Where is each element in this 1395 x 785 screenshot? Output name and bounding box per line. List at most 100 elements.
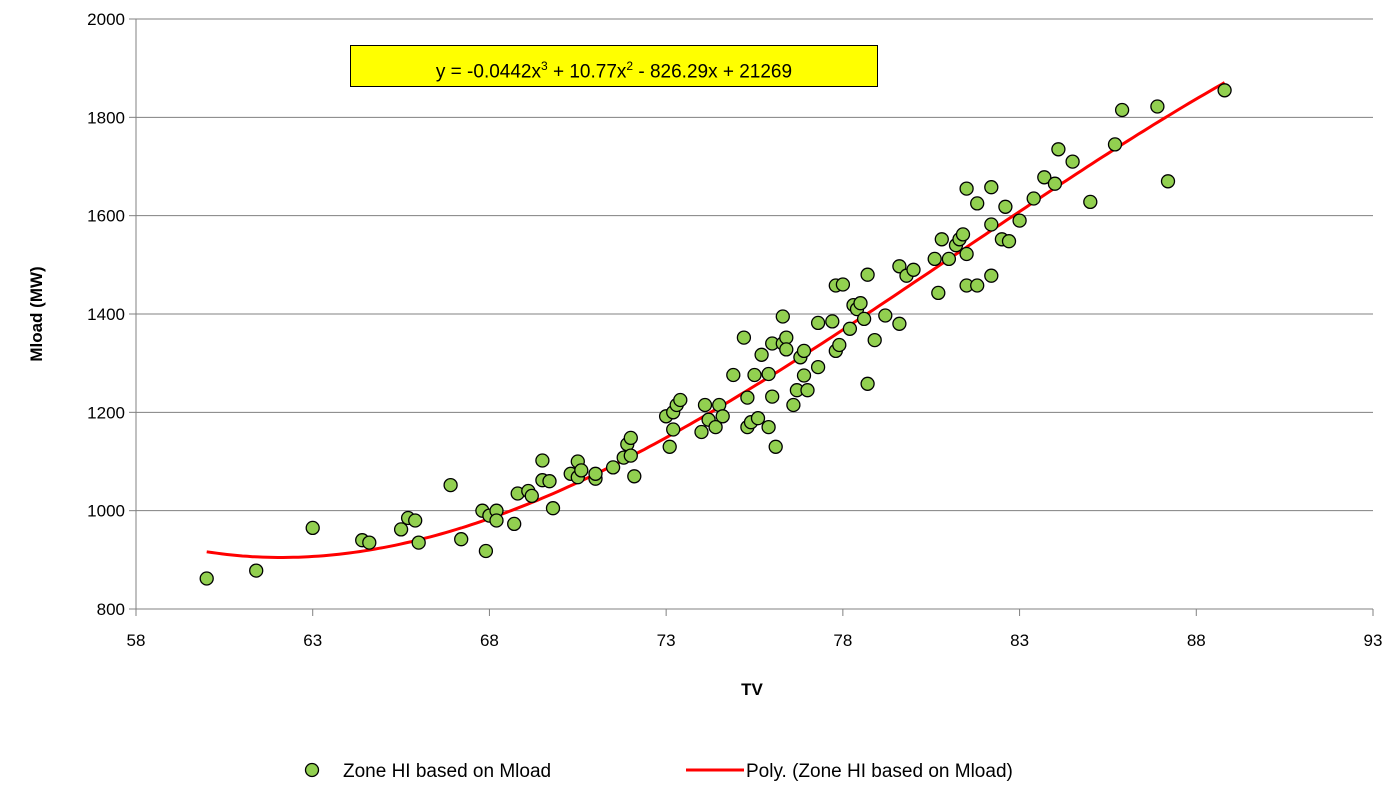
data-point	[860, 267, 875, 282]
data-point	[998, 199, 1013, 214]
data-point	[393, 522, 409, 537]
data-point	[853, 296, 868, 311]
data-point	[867, 332, 882, 348]
data-point	[545, 501, 561, 516]
data-point	[984, 268, 999, 283]
data-point	[454, 532, 469, 547]
data-point	[443, 477, 458, 493]
data-point	[1026, 191, 1041, 206]
y-tick-label: 1200	[87, 403, 125, 422]
data-point	[478, 543, 494, 559]
equation-middle: + 10.77x	[547, 61, 627, 83]
data-point	[1037, 170, 1052, 185]
data-point	[697, 397, 713, 413]
data-point	[588, 466, 603, 481]
data-point	[796, 368, 812, 383]
y-tick-label: 1000	[87, 502, 125, 521]
legend-marker-scatter	[304, 762, 320, 778]
data-point	[906, 262, 921, 277]
data-point	[842, 321, 858, 336]
data-point	[786, 397, 801, 413]
y-tick-label: 1600	[87, 207, 125, 226]
data-point	[761, 366, 776, 382]
data-point	[1150, 99, 1165, 114]
data-point	[750, 411, 766, 426]
data-point	[662, 439, 677, 454]
data-point	[984, 217, 999, 232]
data-point	[800, 383, 815, 398]
y-tick-labels: 800 1000 1200 1400 1600 1800 2000	[87, 10, 125, 619]
x-tick-label: 68	[480, 631, 499, 650]
trendline	[206, 81, 1226, 559]
data-point	[535, 453, 550, 468]
data-point	[1083, 194, 1098, 210]
data-point	[715, 409, 730, 424]
x-tick-label: 58	[127, 631, 146, 650]
trendline-group	[206, 81, 1226, 559]
data-point	[489, 513, 504, 528]
data-point	[542, 474, 557, 489]
data-point	[765, 389, 780, 404]
x-tick-label: 73	[657, 631, 676, 650]
data-point	[305, 520, 320, 536]
equation-exponent-3: 3	[541, 59, 548, 73]
legend: Zone HI based on Mload Poly. (Zone HI ba…	[304, 761, 1013, 782]
y-axis-title: Mload (MW)	[27, 266, 46, 361]
data-point	[1012, 213, 1027, 228]
data-point	[761, 419, 776, 435]
data-point	[627, 469, 642, 484]
data-point	[1047, 176, 1063, 191]
x-tick-label: 63	[303, 631, 322, 650]
data-point	[1065, 154, 1080, 169]
data-point	[1001, 234, 1017, 249]
data-point	[1114, 102, 1130, 118]
data-point	[623, 430, 638, 446]
data-point	[796, 343, 812, 359]
data-point	[892, 259, 907, 274]
data-point	[708, 419, 723, 435]
equation-prefix: y = -0.0442x	[435, 61, 541, 83]
data-point	[779, 342, 794, 357]
legend-label-scatter: Zone HI based on Mload	[343, 761, 551, 782]
data-point	[408, 513, 423, 528]
equation-exponent-2: 2	[626, 59, 634, 73]
y-tick-label: 2000	[87, 10, 125, 29]
data-point	[810, 315, 826, 331]
data-point	[524, 488, 539, 504]
x-tick-label: 93	[1364, 631, 1383, 650]
x-tick-labels: 58 63 68 73 78 83 88 93	[127, 631, 1383, 650]
data-point	[768, 439, 783, 454]
data-point	[411, 535, 426, 550]
data-point	[984, 180, 999, 195]
data-point	[779, 330, 794, 345]
data-point	[574, 463, 589, 478]
data-points	[199, 83, 1232, 586]
data-point	[775, 309, 790, 324]
axes	[129, 18, 1374, 616]
y-tick-label: 1800	[87, 108, 125, 127]
data-point	[1160, 174, 1176, 189]
data-point	[1217, 83, 1232, 98]
data-point	[810, 359, 826, 375]
x-tick-label: 83	[1010, 631, 1029, 650]
trendline-equation: y = -0.0442x3 + 10.77x2 - 826.29x + 2126…	[350, 45, 878, 87]
data-point	[860, 376, 875, 391]
data-point	[747, 367, 762, 383]
equation-suffix: - 826.29x + 21269	[633, 61, 793, 83]
data-point	[934, 232, 949, 247]
data-point	[754, 347, 769, 362]
y-tick-label: 1400	[87, 305, 125, 324]
data-point	[362, 535, 377, 550]
data-point	[1107, 137, 1123, 152]
data-point	[199, 571, 214, 586]
data-point	[970, 278, 985, 293]
data-point	[694, 424, 709, 440]
legend-label-trendline: Poly. (Zone HI based on Mload)	[746, 761, 1013, 782]
data-point	[959, 246, 974, 262]
data-point	[249, 563, 264, 578]
data-point	[832, 337, 847, 353]
data-point	[507, 516, 522, 532]
data-point	[1051, 142, 1066, 157]
data-point	[825, 314, 840, 329]
